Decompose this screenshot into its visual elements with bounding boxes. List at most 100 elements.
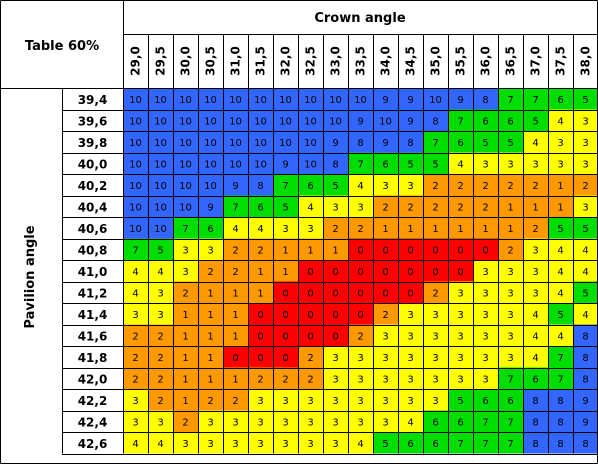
heatmap-cell <box>448 303 473 325</box>
heatmap-cell <box>398 324 423 346</box>
heatmap-cell <box>198 88 223 110</box>
cell-value-label: 1 <box>182 396 188 407</box>
heatmap-cell <box>523 346 548 368</box>
cell-value-label: 3 <box>532 288 538 299</box>
heatmap-cell <box>173 152 198 174</box>
heatmap-cell <box>273 152 298 174</box>
cell-value-label: 3 <box>432 310 438 321</box>
x-tick-label: 29,5 <box>154 46 168 76</box>
cell-value-label: 1 <box>332 245 338 256</box>
heatmap-cell <box>123 432 148 454</box>
cell-value-label: 0 <box>257 353 263 364</box>
cell-value-label: 3 <box>507 267 513 278</box>
cell-value-label: 4 <box>532 331 538 342</box>
heatmap-cell <box>198 195 223 217</box>
cell-value-label: 3 <box>282 224 288 235</box>
heatmap-cell <box>373 260 398 282</box>
cell-value-label: 1 <box>557 181 563 192</box>
cell-value-label: 5 <box>532 116 538 127</box>
heatmap-cell <box>423 367 448 389</box>
cell-value-label: 2 <box>457 202 463 213</box>
cell-value-label: 10 <box>179 181 192 192</box>
cell-value-label: 3 <box>332 374 338 385</box>
cell-value-label: 0 <box>382 267 388 278</box>
cell-value-label: 3 <box>407 310 413 321</box>
cell-value-label: 6 <box>482 396 488 407</box>
cell-value-label: 4 <box>357 181 363 192</box>
heatmap-cell <box>473 217 498 239</box>
cell-value-label: 3 <box>257 417 263 428</box>
heatmap-cell <box>148 217 173 239</box>
cell-value-label: 0 <box>482 245 488 256</box>
heatmap-cell <box>498 410 523 432</box>
cell-value-label: 1 <box>307 245 313 256</box>
cell-value-label: 10 <box>179 138 192 149</box>
heatmap-cell <box>273 324 298 346</box>
cell-value-label: 3 <box>332 396 338 407</box>
heatmap-cell <box>498 389 523 411</box>
cell-value-label: 0 <box>357 288 363 299</box>
cell-value-label: 3 <box>282 417 288 428</box>
cell-value-label: 1 <box>557 202 563 213</box>
heatmap-cell <box>173 281 198 303</box>
heatmap-cell <box>173 131 198 153</box>
cell-value-label: 5 <box>482 138 488 149</box>
cell-value-label: 3 <box>307 224 313 235</box>
heatmap-cell <box>198 281 223 303</box>
heatmap-cell <box>498 238 523 260</box>
x-tick-label: 30,0 <box>179 46 193 76</box>
cell-value-label: 7 <box>507 374 513 385</box>
cell-value-label: 10 <box>304 116 317 127</box>
cell-value-label: 3 <box>132 396 138 407</box>
heatmap-cell <box>473 303 498 325</box>
heatmap-cell <box>298 324 323 346</box>
heatmap-cell <box>148 432 173 454</box>
heatmap-cell <box>148 260 173 282</box>
heatmap-cell <box>448 410 473 432</box>
y-tick-label: 42,4 <box>78 415 108 429</box>
heatmap-cell <box>548 109 573 131</box>
heatmap-cell <box>273 217 298 239</box>
heatmap-cell <box>223 174 248 196</box>
x-tick-label: 34,0 <box>379 46 393 76</box>
cell-value-label: 10 <box>129 116 142 127</box>
cell-value-label: 1 <box>207 374 213 385</box>
cell-value-label: 3 <box>582 159 588 170</box>
cell-value-label: 3 <box>557 159 563 170</box>
heatmap-cell <box>148 346 173 368</box>
heatmap-cell <box>498 217 523 239</box>
heatmap-cell <box>173 432 198 454</box>
heatmap-cell <box>473 346 498 368</box>
heatmap-cell <box>273 260 298 282</box>
cell-value-label: 7 <box>282 181 288 192</box>
heatmap-cell <box>448 174 473 196</box>
cell-value-label: 6 <box>207 224 213 235</box>
cell-value-label: 8 <box>357 138 363 149</box>
heatmap-cell <box>373 367 398 389</box>
heatmap-cell <box>348 346 373 368</box>
x-tick-label: 35,0 <box>429 46 443 76</box>
heatmap-cell <box>473 389 498 411</box>
heatmap-cell <box>523 303 548 325</box>
heatmap-cell <box>448 131 473 153</box>
cell-value-label: 5 <box>582 224 588 235</box>
heatmap-cell <box>223 109 248 131</box>
heatmap-cell <box>298 131 323 153</box>
heatmap-cell <box>398 346 423 368</box>
heatmap-cell <box>348 410 373 432</box>
heatmap-cell <box>573 109 598 131</box>
cell-value-label: 3 <box>432 353 438 364</box>
cell-value-label: 3 <box>407 331 413 342</box>
heatmap-cell <box>123 88 148 110</box>
cell-value-label: 6 <box>307 181 313 192</box>
heatmap-cell <box>523 432 548 454</box>
heatmap-cell <box>173 410 198 432</box>
cell-value-label: 8 <box>482 95 488 106</box>
cell-value-label: 2 <box>532 181 538 192</box>
cell-value-label: 10 <box>229 159 242 170</box>
heatmap-cell <box>498 109 523 131</box>
heatmap-cell <box>198 410 223 432</box>
x-tick-label: 31,0 <box>229 46 243 76</box>
y-tick-label: 42,6 <box>78 437 108 451</box>
cell-value-label: 4 <box>557 331 563 342</box>
